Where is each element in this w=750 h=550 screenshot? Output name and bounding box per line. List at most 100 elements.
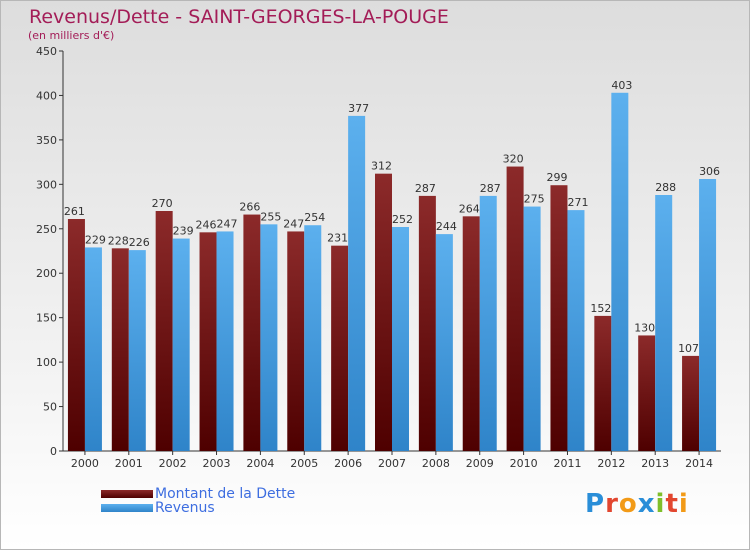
bars <box>67 92 717 452</box>
label-dette-2011: 299 <box>546 171 567 184</box>
x-tick-label-2003: 2003 <box>203 457 231 470</box>
label-dette-2005: 247 <box>283 217 304 230</box>
label-revenus-2011: 271 <box>567 196 588 209</box>
label-dette-2006: 231 <box>327 232 348 245</box>
x-tick-label-2000: 2000 <box>71 457 99 470</box>
x-tick-label-2012: 2012 <box>597 457 625 470</box>
logo-letter: x <box>637 489 656 519</box>
bar-revenus-2011 <box>567 210 585 451</box>
label-revenus-2013: 288 <box>655 181 676 194</box>
bar-revenus-2002 <box>172 238 190 451</box>
bar-dette-2008 <box>418 195 436 451</box>
x-tick-label-2001: 2001 <box>115 457 143 470</box>
y-tick-label-350: 350 <box>36 134 57 147</box>
bar-revenus-2005 <box>304 225 322 451</box>
chart-subtitle: (en milliers d'€) <box>28 29 115 42</box>
logo-letter: i <box>678 489 689 519</box>
bar-revenus-2009 <box>479 195 497 451</box>
label-revenus-2014: 306 <box>699 165 720 178</box>
x-tick-label-2011: 2011 <box>553 457 581 470</box>
bar-revenus-2008 <box>435 234 453 451</box>
label-revenus-2001: 226 <box>129 236 150 249</box>
label-dette-2004: 266 <box>239 201 260 214</box>
bar-dette-2007 <box>375 173 392 451</box>
bar-dette-2004 <box>243 214 261 451</box>
x-tick-label-2006: 2006 <box>334 457 362 470</box>
bar-revenus-2014 <box>699 179 717 451</box>
legend-swatch-dette <box>101 490 153 498</box>
label-revenus-2010: 275 <box>524 193 545 206</box>
label-dette-2008: 287 <box>415 182 436 195</box>
bar-dette-2002 <box>155 211 173 451</box>
bar-dette-2013 <box>638 335 656 451</box>
label-revenus-2000: 229 <box>85 233 106 246</box>
label-dette-2012: 152 <box>590 302 611 315</box>
label-revenus-2007: 252 <box>392 213 413 226</box>
bar-revenus-2001 <box>128 250 146 451</box>
bar-dette-2011 <box>550 185 568 451</box>
bar-dette-2010 <box>506 166 524 452</box>
y-tick-label-200: 200 <box>36 267 57 280</box>
bar-revenus-2003 <box>216 231 234 451</box>
bar-dette-2001 <box>111 248 129 451</box>
x-tick-label-2004: 2004 <box>246 457 274 470</box>
label-revenus-2009: 287 <box>480 182 501 195</box>
x-tick-label-2013: 2013 <box>641 457 669 470</box>
bar-dette-2003 <box>199 232 217 451</box>
logo-letter: i <box>655 489 666 519</box>
logo-letter: P <box>585 489 606 519</box>
label-dette-2000: 261 <box>64 205 85 218</box>
bar-dette-2000 <box>67 219 85 451</box>
label-revenus-2004: 255 <box>260 210 281 223</box>
bar-dette-2012 <box>594 315 612 451</box>
label-dette-2002: 270 <box>152 197 173 210</box>
logo-letter: r <box>605 489 619 519</box>
proxiti-logo: Proxiti <box>585 489 689 519</box>
bar-dette-2014 <box>682 355 700 451</box>
legend-swatch-revenus <box>101 504 153 512</box>
y-tick-label-400: 400 <box>36 89 57 102</box>
x-tick-label-2005: 2005 <box>290 457 318 470</box>
bar-dette-2006 <box>331 245 349 451</box>
bar-revenus-2007 <box>392 227 409 451</box>
legend-label-revenus: Revenus <box>155 500 215 516</box>
label-revenus-2006: 377 <box>348 102 369 115</box>
y-tick-label-450: 450 <box>36 45 57 58</box>
bar-revenus-2006 <box>348 115 366 451</box>
x-tick-label-2009: 2009 <box>466 457 494 470</box>
y-tick-label-100: 100 <box>36 356 57 369</box>
label-revenus-2003: 247 <box>217 217 238 230</box>
label-revenus-2012: 403 <box>611 79 632 92</box>
label-revenus-2005: 254 <box>304 211 325 224</box>
label-dette-2013: 130 <box>634 321 655 334</box>
x-tick-label-2002: 2002 <box>159 457 187 470</box>
y-tick-label-150: 150 <box>36 312 57 325</box>
label-dette-2010: 320 <box>503 153 524 166</box>
label-dette-2009: 264 <box>459 202 480 215</box>
logo-letter: o <box>618 489 638 519</box>
x-tick-label-2007: 2007 <box>378 457 406 470</box>
label-dette-2007: 312 <box>371 160 392 173</box>
label-revenus-2008: 244 <box>436 220 457 233</box>
bar-dette-2009 <box>462 216 480 451</box>
bar-revenus-2004 <box>260 224 278 451</box>
bar-revenus-2013 <box>655 195 673 451</box>
x-tick-label-2010: 2010 <box>510 457 538 470</box>
bar-dette-2005 <box>287 231 305 451</box>
x-tick-label-2008: 2008 <box>422 457 450 470</box>
bar-revenus-2012 <box>611 92 629 452</box>
y-tick-label-300: 300 <box>36 178 57 191</box>
chart-title: Revenus/Dette - SAINT-GEORGES-LA-POUGE <box>29 6 449 28</box>
y-tick-label-50: 50 <box>43 401 57 414</box>
bar-revenus-2000 <box>84 247 102 451</box>
label-dette-2001: 228 <box>108 234 129 247</box>
label-revenus-2002: 239 <box>173 225 194 238</box>
bar-revenus-2010 <box>523 206 541 451</box>
x-tick-label-2014: 2014 <box>685 457 713 470</box>
legend-label-dette: Montant de la Dette <box>155 486 296 502</box>
label-dette-2003: 246 <box>196 218 217 231</box>
logo-letter: t <box>665 489 679 519</box>
